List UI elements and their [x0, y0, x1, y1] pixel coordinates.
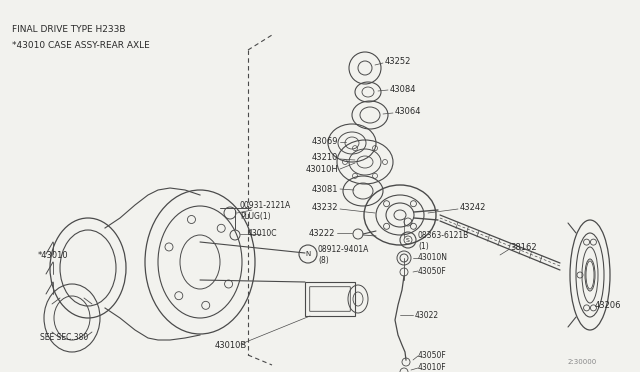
- Text: N: N: [305, 251, 310, 257]
- Text: 43050F: 43050F: [418, 352, 447, 360]
- Text: 43010B: 43010B: [215, 340, 247, 350]
- Text: 08363-6121B: 08363-6121B: [418, 231, 469, 241]
- Text: 43222: 43222: [308, 228, 335, 237]
- Text: 43010F: 43010F: [418, 363, 447, 372]
- Text: 00931-2121A: 00931-2121A: [240, 201, 291, 209]
- Text: 43081: 43081: [312, 185, 338, 193]
- Text: 43022: 43022: [415, 311, 439, 320]
- Text: 43232: 43232: [312, 203, 338, 212]
- Text: 43010H: 43010H: [305, 166, 338, 174]
- Text: 43210: 43210: [312, 154, 338, 163]
- Text: (1): (1): [418, 243, 429, 251]
- Text: 43010N: 43010N: [418, 253, 448, 263]
- Text: SEE SEC.380: SEE SEC.380: [40, 334, 88, 343]
- Text: *43010 CASE ASSY-REAR AXLE: *43010 CASE ASSY-REAR AXLE: [12, 42, 150, 51]
- Text: 43050F: 43050F: [418, 266, 447, 276]
- Text: 08912-9401A: 08912-9401A: [318, 244, 369, 253]
- Text: 2:30000: 2:30000: [568, 359, 597, 365]
- Text: (8): (8): [318, 257, 329, 266]
- Text: 43064: 43064: [395, 108, 422, 116]
- Text: S: S: [406, 237, 410, 243]
- Text: FINAL DRIVE TYPE H233B: FINAL DRIVE TYPE H233B: [12, 26, 125, 35]
- Text: 43084: 43084: [390, 86, 417, 94]
- Text: 38162: 38162: [510, 244, 536, 253]
- Text: 43069: 43069: [312, 138, 338, 147]
- Text: 43010C: 43010C: [248, 228, 278, 237]
- Text: PLUG(1): PLUG(1): [240, 212, 271, 221]
- Text: *43010: *43010: [38, 250, 68, 260]
- Text: 43242: 43242: [460, 203, 486, 212]
- Text: 43206: 43206: [595, 301, 621, 310]
- Text: 43252: 43252: [385, 58, 412, 67]
